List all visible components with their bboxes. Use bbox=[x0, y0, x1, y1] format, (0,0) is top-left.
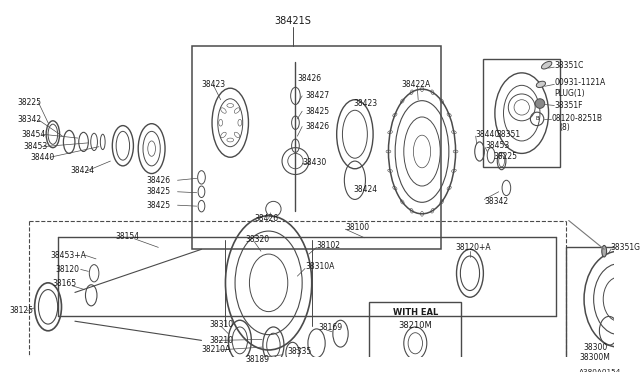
Bar bbox=[192, 46, 441, 249]
Text: 38100: 38100 bbox=[346, 223, 369, 232]
Text: 38189: 38189 bbox=[246, 355, 269, 364]
Text: 38310A: 38310A bbox=[305, 262, 335, 271]
Bar bbox=[566, 247, 640, 360]
Text: 38427: 38427 bbox=[305, 92, 329, 100]
Ellipse shape bbox=[536, 81, 545, 87]
Text: 38453: 38453 bbox=[23, 142, 47, 151]
Text: 38421S: 38421S bbox=[274, 16, 311, 26]
Text: 38426: 38426 bbox=[254, 214, 278, 223]
Text: 38210M: 38210M bbox=[399, 321, 432, 330]
Text: 38424: 38424 bbox=[70, 166, 94, 175]
Ellipse shape bbox=[602, 246, 607, 257]
Text: 38351F: 38351F bbox=[554, 101, 583, 110]
Text: 38300: 38300 bbox=[583, 343, 607, 352]
Text: 38426: 38426 bbox=[147, 176, 171, 185]
Circle shape bbox=[535, 99, 545, 108]
Bar bbox=[483, 60, 560, 167]
Text: 38120: 38120 bbox=[56, 265, 80, 274]
Text: 38310: 38310 bbox=[209, 320, 234, 328]
Text: 38320: 38320 bbox=[246, 235, 269, 244]
Text: 38426: 38426 bbox=[298, 74, 321, 83]
Text: 08120-8251B: 08120-8251B bbox=[552, 115, 602, 124]
Text: 38125: 38125 bbox=[10, 306, 34, 315]
Text: 38424: 38424 bbox=[353, 185, 377, 194]
Text: 38430: 38430 bbox=[302, 158, 326, 167]
Text: 38426: 38426 bbox=[305, 122, 329, 131]
Text: 38169: 38169 bbox=[319, 323, 342, 333]
Text: 38440: 38440 bbox=[31, 153, 55, 162]
Text: 38423: 38423 bbox=[202, 80, 226, 89]
Text: 38453: 38453 bbox=[485, 141, 509, 150]
Text: 38454: 38454 bbox=[21, 130, 45, 139]
Text: 38351G: 38351G bbox=[611, 243, 640, 252]
Text: 38335: 38335 bbox=[288, 347, 312, 356]
Text: 38423: 38423 bbox=[353, 99, 377, 108]
Text: 38440: 38440 bbox=[476, 130, 500, 139]
Text: 38210: 38210 bbox=[209, 336, 233, 345]
Text: 38453+A: 38453+A bbox=[50, 251, 86, 260]
Ellipse shape bbox=[541, 61, 552, 69]
Text: 38102: 38102 bbox=[317, 241, 340, 250]
Text: WITH EAL: WITH EAL bbox=[393, 308, 438, 317]
Text: 38300M: 38300M bbox=[579, 353, 610, 362]
Bar bbox=[369, 302, 461, 357]
Text: PLUG(1): PLUG(1) bbox=[554, 89, 585, 97]
Text: 38422A: 38422A bbox=[401, 80, 430, 89]
Text: 38351: 38351 bbox=[497, 130, 521, 139]
Text: 38351C: 38351C bbox=[554, 61, 584, 70]
Text: 38425: 38425 bbox=[147, 187, 171, 196]
Text: 38425: 38425 bbox=[305, 107, 329, 116]
Text: 38165: 38165 bbox=[53, 279, 77, 288]
Text: 00931-1121A: 00931-1121A bbox=[554, 78, 605, 87]
Text: 38225: 38225 bbox=[493, 152, 517, 161]
Text: 38225: 38225 bbox=[17, 98, 42, 107]
Text: 38210A: 38210A bbox=[202, 346, 231, 355]
Text: 38154: 38154 bbox=[115, 232, 140, 241]
Text: (8): (8) bbox=[559, 123, 570, 132]
Text: A380A0154: A380A0154 bbox=[579, 369, 621, 372]
Text: 38425: 38425 bbox=[147, 201, 171, 210]
Text: 38342: 38342 bbox=[17, 115, 42, 124]
Text: 38342: 38342 bbox=[484, 197, 508, 206]
Text: 38120+A: 38120+A bbox=[456, 243, 491, 252]
Text: B: B bbox=[535, 116, 539, 121]
